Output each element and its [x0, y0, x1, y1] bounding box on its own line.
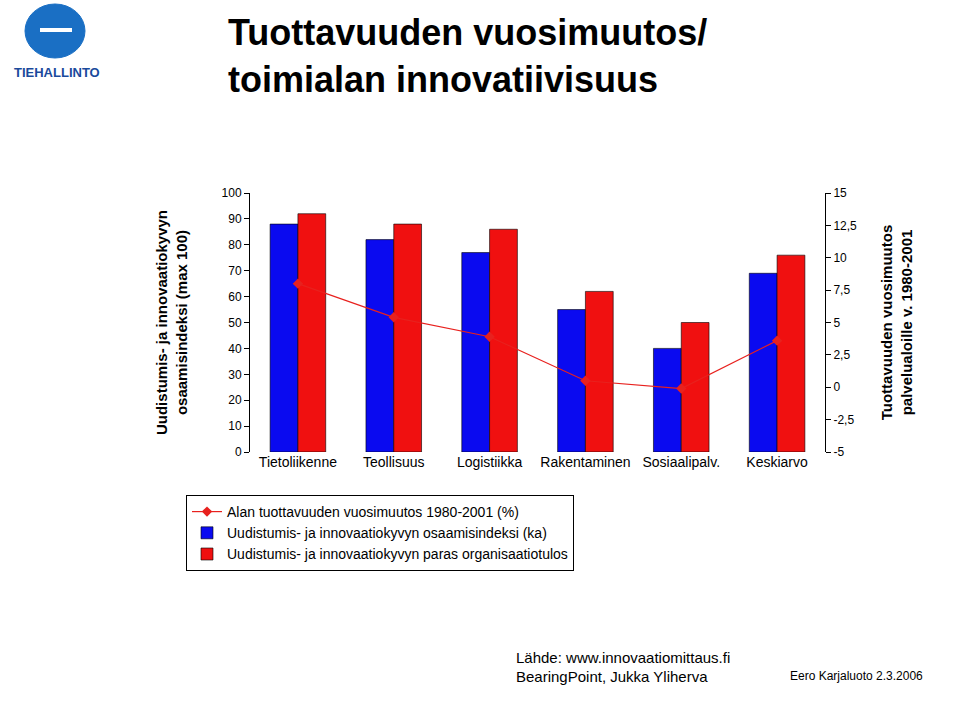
svg-text:Rakentaminen: Rakentaminen	[540, 454, 630, 470]
svg-text:Logistiikka: Logistiikka	[457, 454, 523, 470]
svg-text:12,5: 12,5	[833, 219, 857, 233]
svg-text:Tuottavuuden vuosimuutospalvel: Tuottavuuden vuosimuutospalvelualoille v…	[878, 225, 915, 421]
svg-text:0: 0	[235, 445, 242, 459]
svg-text:Alan tuottavuuden vuosimuutos: Alan tuottavuuden vuosimuutos 1980-2001 …	[227, 504, 519, 520]
svg-text:10: 10	[833, 251, 847, 265]
svg-text:Uudistumis- ja innovaatiokyvyn: Uudistumis- ja innovaatiokyvynosaamisind…	[153, 210, 190, 435]
svg-text:Tietoliikenne: Tietoliikenne	[259, 454, 337, 470]
svg-text:Eero Karjaluoto 2.3.2006: Eero Karjaluoto 2.3.2006	[790, 669, 923, 683]
svg-text:Lähde: www.innovaatiomittaus.f: Lähde: www.innovaatiomittaus.fi	[516, 649, 730, 666]
svg-text:7,5: 7,5	[833, 283, 850, 297]
svg-text:10: 10	[228, 419, 242, 433]
svg-text:Keskiarvo: Keskiarvo	[746, 454, 808, 470]
svg-text:50: 50	[228, 316, 242, 330]
svg-text:70: 70	[228, 264, 242, 278]
svg-text:100: 100	[222, 186, 242, 200]
svg-text:90: 90	[228, 212, 242, 226]
svg-text:40: 40	[228, 342, 242, 356]
svg-text:-2,5: -2,5	[833, 413, 854, 427]
svg-text:-5: -5	[833, 445, 844, 459]
svg-text:0: 0	[833, 380, 840, 394]
svg-text:5: 5	[833, 316, 840, 330]
svg-text:20: 20	[228, 393, 242, 407]
svg-text:Teollisuus: Teollisuus	[363, 454, 424, 470]
svg-text:Uudistumis- ja innovaatiokyvyn: Uudistumis- ja innovaatiokyvyn osaamisin…	[227, 525, 547, 541]
svg-text:60: 60	[228, 290, 242, 304]
svg-text:TIEHALLINTO: TIEHALLINTO	[14, 65, 100, 80]
svg-text:2,5: 2,5	[833, 348, 850, 362]
svg-text:Tuottavuuden vuosimuutos/toimi: Tuottavuuden vuosimuutos/toimialan innov…	[228, 12, 707, 100]
svg-text:BearingPoint, Jukka Yliherva: BearingPoint, Jukka Yliherva	[516, 668, 708, 685]
svg-text:Sosiaalipalv.: Sosiaalipalv.	[642, 454, 720, 470]
svg-text:Uudistumis- ja innovaatiokyvyn: Uudistumis- ja innovaatiokyvyn paras org…	[227, 546, 568, 562]
svg-text:30: 30	[228, 368, 242, 382]
svg-text:80: 80	[228, 238, 242, 252]
svg-text:15: 15	[833, 186, 847, 200]
